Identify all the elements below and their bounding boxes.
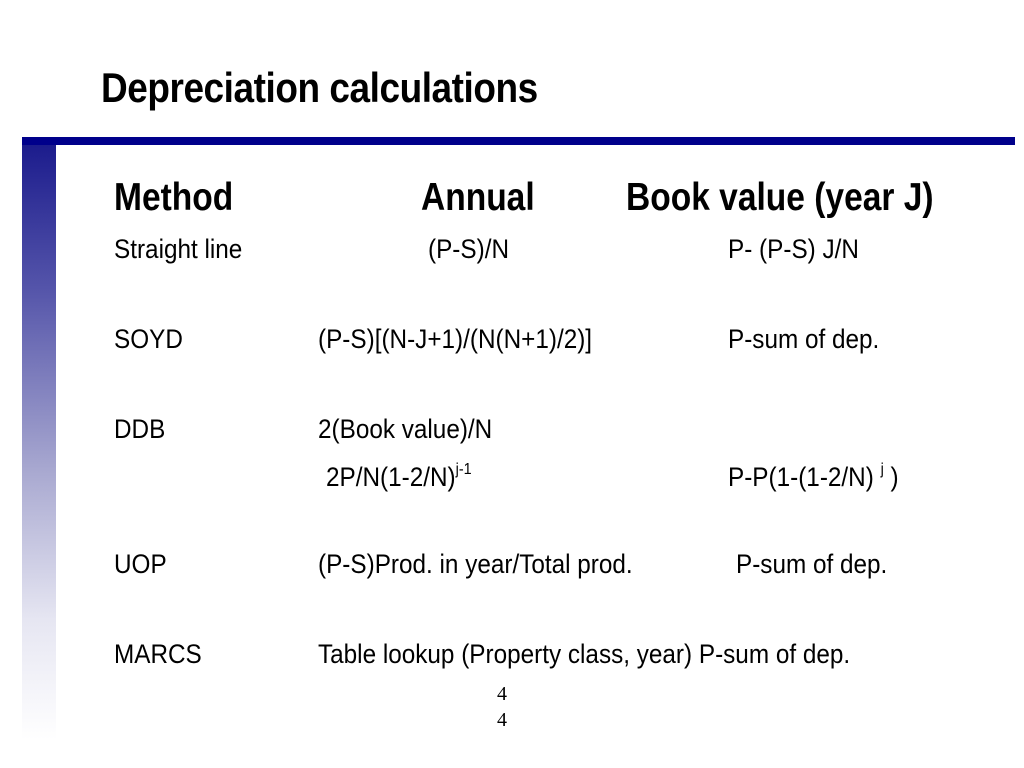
row-straight-line-method: Straight line [114,234,243,264]
title-underline-rule [22,137,1015,145]
row-uop-method: UOP [114,549,167,579]
row-ddb-method: DDB [114,414,166,444]
row-uop-book-value: P-sum of dep. [736,549,888,579]
row-soyd-method: SOYD [114,324,183,354]
row-ddb-annual-alt-exponent: j-1 [455,461,472,478]
slide-title: Depreciation calculations [101,64,538,111]
header-annual: Annual [421,176,535,219]
row-straight-line-annual: (P-S)/N [428,234,509,264]
row-ddb-book-value-base: P-P(1-(1-2/N) [728,462,874,492]
row-ddb-book-value-close: ) [890,462,899,492]
row-uop-annual: (P-S)Prod. in year/Total prod. [318,549,633,579]
row-soyd-book-value: P-sum of dep. [728,324,880,354]
row-soyd-annual: (P-S)[(N-J+1)/(N(N+1)/2)] [318,324,593,354]
row-ddb-annual-alt-base: 2P/N(1-2/N) [326,462,456,492]
page-number-line-2: 4 [497,709,507,731]
row-marcs-method: MARCS [114,639,202,669]
header-book-value: Book value (year J) [626,176,934,219]
page-number-line-1: 4 [497,683,507,705]
left-gradient-bar [22,140,56,740]
row-ddb-annual-alt: 2P/N(1-2/N)j-1 [326,461,472,493]
row-ddb-book-value: P-P(1-(1-2/N) j ) [728,461,899,493]
row-straight-line-book-value: P- (P-S) J/N [728,234,859,264]
header-method: Method [114,176,234,219]
row-marcs-annual: Table lookup (Property class, year) P-su… [318,639,851,669]
row-ddb-book-value-exponent: j [880,461,884,478]
row-ddb-annual: 2(Book value)/N [318,414,493,444]
